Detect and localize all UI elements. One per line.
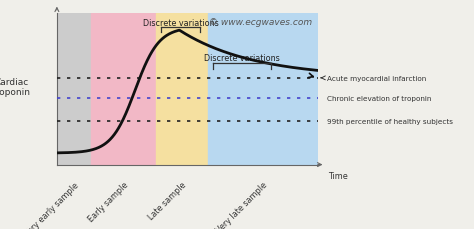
Text: © www.ecgwaves.com: © www.ecgwaves.com: [209, 18, 312, 27]
Text: Discrete variations: Discrete variations: [143, 19, 219, 27]
Text: Discrete variations: Discrete variations: [204, 54, 280, 63]
Text: 99th percentile of healthy subjects: 99th percentile of healthy subjects: [327, 119, 453, 125]
Bar: [57, 14, 91, 165]
Text: Very late sample: Very late sample: [215, 180, 269, 229]
Text: Time: Time: [328, 171, 348, 180]
Bar: [91, 14, 156, 165]
Text: Late sample: Late sample: [147, 180, 188, 221]
Text: Cardiac
troponin: Cardiac troponin: [0, 77, 31, 97]
Bar: [208, 14, 318, 165]
Bar: [156, 14, 208, 165]
Text: Chronic elevation of troponin: Chronic elevation of troponin: [327, 96, 431, 102]
Text: Early sample: Early sample: [86, 180, 130, 223]
Text: Acute myocardial infarction: Acute myocardial infarction: [327, 76, 426, 82]
Text: Very early sample: Very early sample: [22, 180, 80, 229]
